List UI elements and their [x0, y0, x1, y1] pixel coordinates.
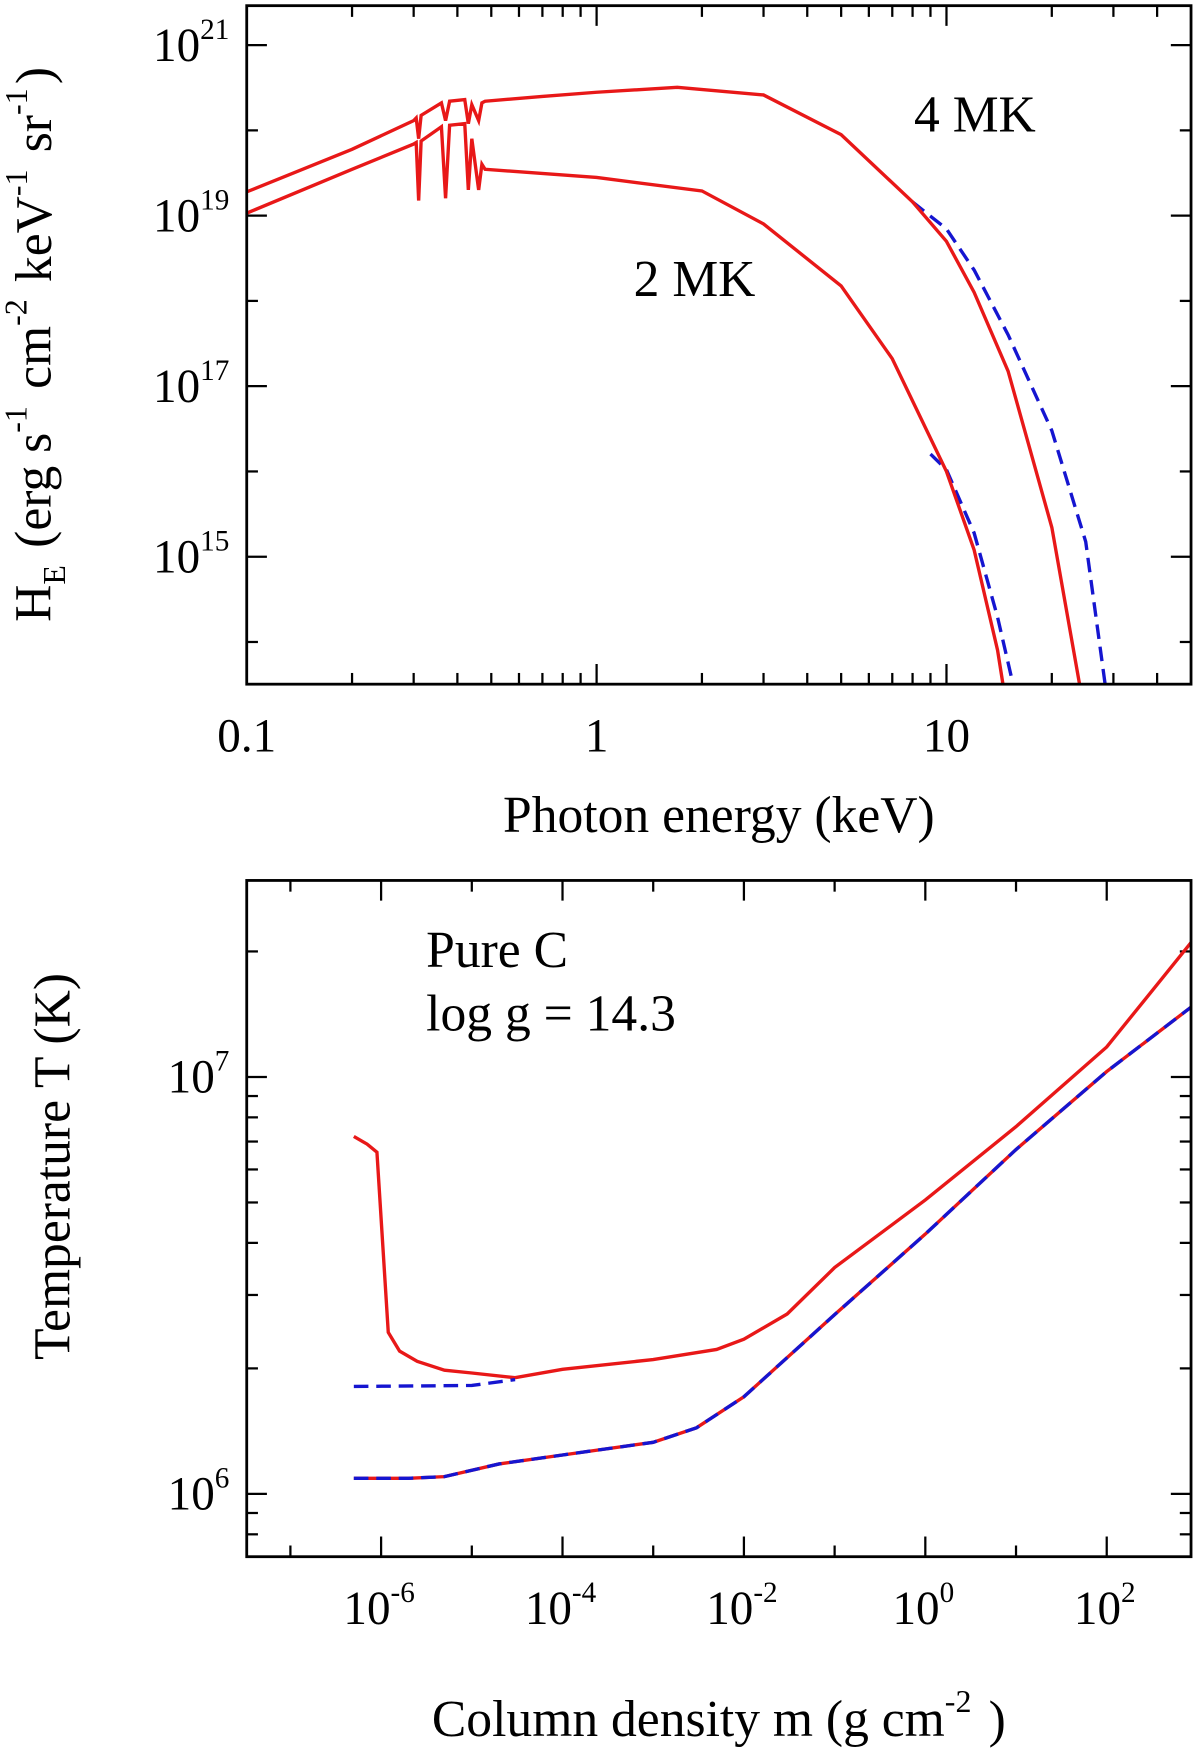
- annotation: log g = 14.3: [426, 986, 676, 1043]
- x-tick-label: 10: [923, 710, 970, 762]
- x-tick-label: 102: [1074, 1577, 1140, 1635]
- series-line: [246, 85, 1082, 685]
- x-axis-label: Column density m (g cm-2 ): [432, 1684, 1006, 1748]
- series-line: [352, 941, 1192, 1380]
- y-tick-label: 1021: [153, 14, 233, 72]
- x-axis-label: Photon energy (keV): [503, 787, 935, 844]
- y-axis-label: HE (erg s-1 cm-2 keV-1 sr-1 ): [0, 67, 72, 622]
- x-tick-label: 1: [585, 710, 609, 762]
- series-line: [353, 1377, 516, 1389]
- plot-frame: [245, 4, 1193, 686]
- x-tick-label: 10-2: [706, 1577, 781, 1635]
- series-line: [929, 452, 1015, 685]
- y-tick-label: 1015: [153, 526, 233, 584]
- annotation: Pure C: [426, 922, 568, 979]
- y-tick-label: 107: [168, 1046, 234, 1104]
- x-tick-label: 100: [893, 1577, 959, 1635]
- y-axis-label: Temperature T (K): [25, 973, 82, 1360]
- y-tick-label: 106: [168, 1463, 234, 1521]
- y-tick-label: 1019: [153, 184, 233, 242]
- annotation: 2 MK: [634, 251, 756, 308]
- x-tick-label: 0.1: [217, 710, 276, 762]
- y-tick-label: 1017: [153, 355, 233, 413]
- x-tick-label: 10-6: [343, 1577, 418, 1635]
- series-line: [246, 121, 1005, 685]
- x-tick-label: 10-4: [525, 1577, 600, 1635]
- plot-frame: [245, 879, 1193, 1559]
- series-line: [353, 1005, 1192, 1480]
- series-line: [911, 200, 1107, 685]
- annotation: 4 MK: [914, 86, 1036, 143]
- series-line: [353, 1005, 1192, 1480]
